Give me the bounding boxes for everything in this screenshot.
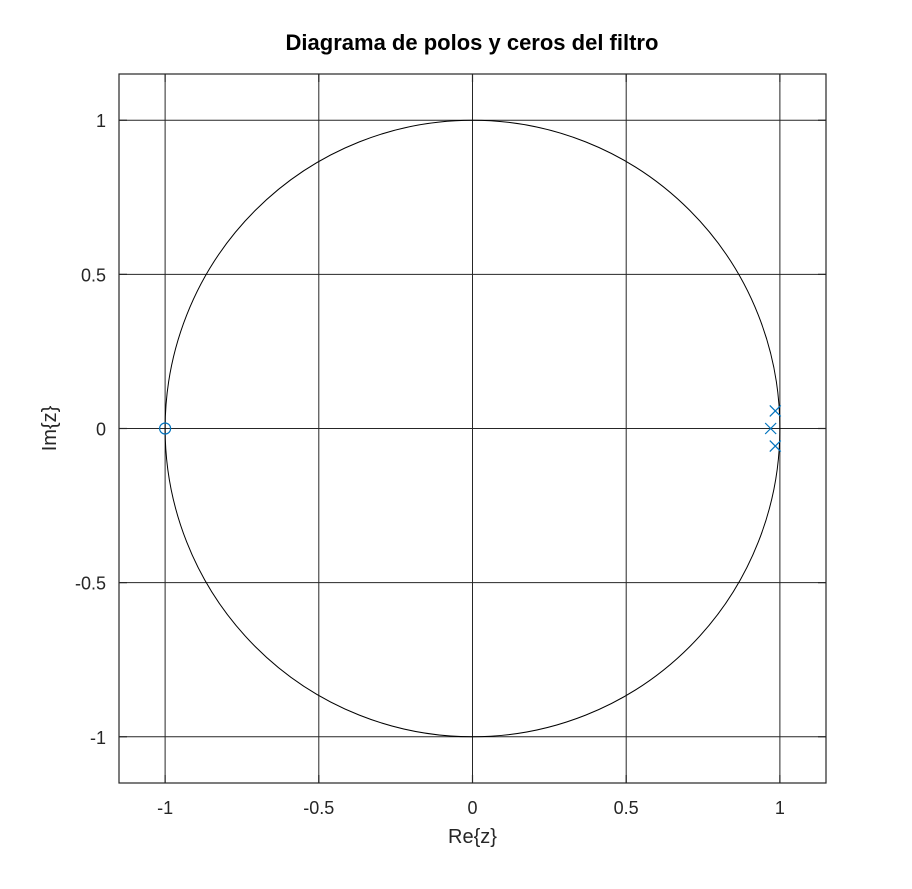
pole-marker-2 (769, 440, 782, 452)
pole-marker-1 (764, 422, 777, 435)
unit-circle (164, 119, 781, 738)
x-tick-label: 0.5 (614, 798, 639, 818)
pole-marker-0 (769, 405, 782, 417)
y-tick-label: -0.5 (75, 574, 106, 594)
axis-ticks: -1 -0.5 0 0.5 1 -1 -0.5 0 0.5 1 (75, 74, 826, 818)
pole-stroke-b (764, 422, 777, 435)
x-tick-label: 0 (467, 798, 477, 818)
data-marks (159, 405, 782, 452)
x-axis-label: Re{z} (448, 826, 497, 848)
y-tick-label: -1 (90, 728, 106, 748)
y-axis-label: Im{z} (39, 405, 61, 451)
y-tick-label: 0 (96, 420, 106, 440)
chart-title: Diagrama de polos y ceros del filtro (286, 30, 659, 55)
x-tick-label: -0.5 (303, 798, 334, 818)
y-tick-label: 1 (96, 111, 106, 131)
pole-stroke-b (769, 405, 782, 417)
grid (119, 74, 826, 783)
pole-stroke-b (769, 440, 782, 452)
zero-marker-0 (159, 422, 172, 435)
x-tick-label: -1 (157, 798, 173, 818)
y-tick-label: 0.5 (81, 265, 106, 285)
x-tick-label: 1 (775, 798, 785, 818)
